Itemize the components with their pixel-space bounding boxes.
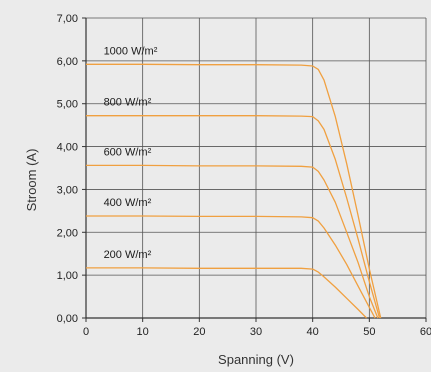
series-line [86, 115, 381, 319]
series-line [86, 164, 379, 319]
series-line [86, 63, 382, 319]
x-tick-label: 60 [420, 326, 431, 338]
y-tick-label: 1,00 [57, 270, 78, 282]
x-tick-label: 10 [137, 326, 149, 338]
y-axis-title: Stroom (A) [24, 149, 39, 212]
y-tick-labels: 0,00 1,00 2,00 3,00 4,00 5,00 6,00 7,00 [57, 13, 78, 325]
series-line [86, 267, 367, 319]
series-label: 400 W/m² [104, 197, 152, 209]
x-axis-title: Spanning (V) [218, 352, 294, 367]
y-tick-label: 5,00 [57, 99, 78, 111]
series-label: 600 W/m² [104, 146, 152, 158]
series-label: 800 W/m² [104, 97, 152, 109]
series-line [86, 215, 376, 319]
y-tick-label: 7,00 [57, 13, 78, 25]
curve-labels: 1000 W/m² 800 W/m² 600 W/m² 400 W/m² 200 W/m… [104, 45, 158, 261]
y-tick-label: 3,00 [57, 184, 78, 196]
x-tick-label: 40 [307, 326, 319, 338]
x-tick-label: 30 [250, 326, 262, 338]
x-tick-labels: 0 10 20 30 40 50 60 [83, 326, 431, 338]
x-tick-label: 20 [193, 326, 205, 338]
series-label: 200 W/m² [104, 249, 152, 261]
x-tick-label: 0 [83, 326, 89, 338]
y-tick-label: 4,00 [57, 142, 78, 154]
x-tick-label: 50 [363, 326, 375, 338]
y-tick-label: 6,00 [57, 56, 78, 68]
y-tick-label: 0,00 [57, 313, 78, 325]
curves [86, 63, 382, 319]
y-tick-label: 2,00 [57, 227, 78, 239]
series-label: 1000 W/m² [104, 45, 158, 57]
